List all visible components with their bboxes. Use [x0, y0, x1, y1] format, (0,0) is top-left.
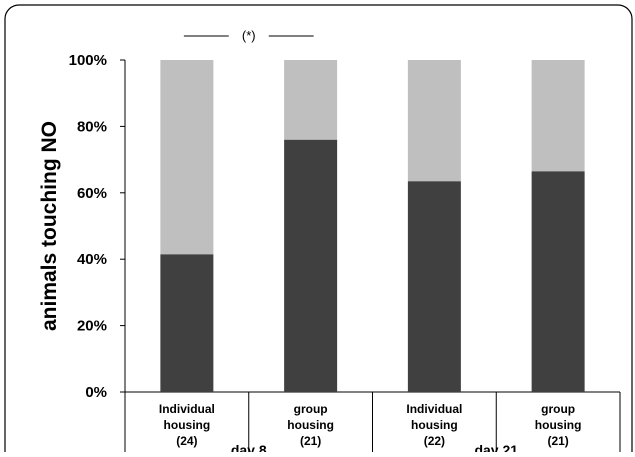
x-category-label: housing: [411, 418, 458, 432]
x-category-label: housing: [164, 418, 211, 432]
y-tick-label: 20%: [77, 318, 107, 335]
x-group-label: day 21: [474, 442, 518, 452]
y-tick-label: 80%: [77, 118, 107, 135]
bar-segment-dark: [284, 139, 338, 392]
y-tick-label: 0%: [85, 384, 107, 401]
bar-segment-light: [284, 60, 338, 140]
bar-segment-light: [160, 60, 214, 255]
figure-border: [4, 4, 633, 457]
y-tick-label: 40%: [77, 251, 107, 268]
x-category-label: (24): [176, 434, 197, 448]
bar-segment-dark: [407, 181, 461, 392]
x-category-label: Individual: [159, 402, 215, 416]
x-category-label: (21): [547, 434, 568, 448]
x-category-label: (22): [424, 434, 445, 448]
x-category-label: group: [294, 402, 328, 416]
y-tick-label: 100%: [69, 52, 107, 69]
x-category-label: housing: [287, 418, 334, 432]
significance-label: (*): [242, 28, 256, 43]
x-category-label: housing: [535, 418, 582, 432]
bar-segment-light: [531, 60, 585, 172]
y-axis-label: animals touching NO: [38, 121, 61, 331]
y-tick-label: 60%: [77, 185, 107, 202]
x-group-label: day 8: [231, 442, 267, 452]
x-category-label: group: [541, 402, 575, 416]
x-category-label: (21): [300, 434, 321, 448]
bar-segment-dark: [531, 171, 585, 392]
bar-segment-dark: [160, 254, 214, 392]
x-category-label: Individual: [406, 402, 462, 416]
bar-segment-light: [407, 60, 461, 182]
